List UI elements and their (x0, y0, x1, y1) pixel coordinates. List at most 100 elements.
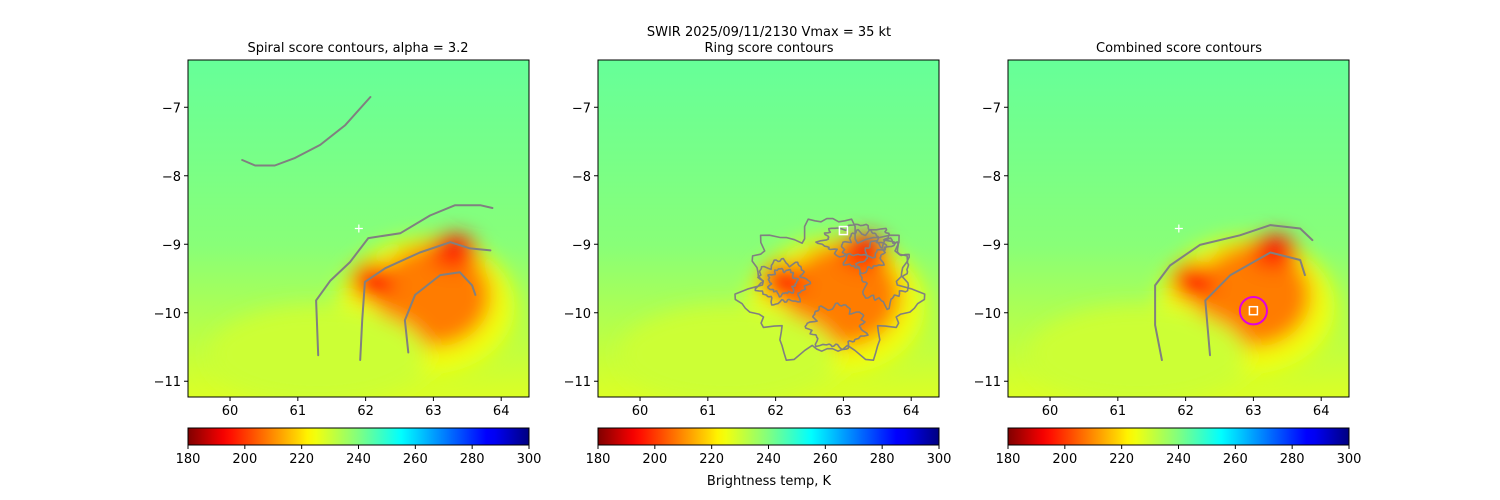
colorbar-tick-label: 200 (1052, 452, 1077, 467)
colorbar (1007, 427, 1350, 446)
y-tick-label: −11 (564, 375, 591, 390)
ring-contour-loop (754, 257, 812, 306)
cold-feature (619, 305, 837, 397)
x-tick-label: 60 (1042, 404, 1059, 419)
contour-line (241, 96, 372, 167)
y-tick-label: −10 (154, 307, 181, 322)
x-tick-label: 63 (425, 404, 442, 419)
cold-feature (352, 262, 393, 302)
cold-cloud-features (1029, 233, 1335, 397)
ring-contour-loop (840, 228, 888, 275)
y-tick-label: −7 (162, 101, 181, 116)
colorbar-tick-label: 240 (346, 452, 371, 467)
center-plus-marker (354, 224, 363, 233)
colorbar-label: Brightness temp, K (707, 474, 832, 489)
cold-feature (1250, 233, 1298, 269)
center-plus-marker (1174, 224, 1183, 233)
colorbar-tick-label: 200 (232, 452, 257, 467)
y-tick-label: −8 (982, 170, 1001, 185)
cold-feature (430, 233, 478, 269)
contour-line (1154, 224, 1314, 361)
colorbar-tick-label: 280 (1280, 452, 1305, 467)
x-tick-label: 62 (1177, 404, 1194, 419)
contour-line (315, 204, 494, 357)
colorbar-tick-label: 260 (1223, 452, 1248, 467)
x-tick-label: 61 (290, 404, 307, 419)
x-tick-label: 64 (903, 404, 920, 419)
x-tick-label: 61 (1110, 404, 1127, 419)
cold-feature (1172, 262, 1213, 302)
ring-contour-loop (734, 217, 926, 361)
center-circle-marker (1238, 295, 1268, 326)
colorbar-tick-label: 220 (1109, 452, 1134, 467)
colorbar (187, 427, 530, 446)
center-square-marker (838, 225, 849, 236)
panel-2: 60 61 62 63 64 −7 −8 −9 −10 −11 180 200 220 240 260 280… (974, 59, 1362, 467)
y-tick-label: −10 (564, 307, 591, 322)
y-tick-label: −9 (982, 238, 1001, 253)
y-tick-label: −7 (572, 101, 591, 116)
colorbar-tick-label: 240 (756, 452, 781, 467)
x-tick-label: 61 (700, 404, 717, 419)
brightness-temp-image (598, 60, 939, 397)
colorbar-tick-label: 300 (927, 452, 952, 467)
brightness-temp-image (188, 60, 529, 397)
colorbar-tick-label: 260 (403, 452, 428, 467)
cold-feature (1195, 244, 1312, 347)
ring-contour-loop (855, 237, 910, 311)
colorbar-tick-label: 220 (699, 452, 724, 467)
contours (1154, 224, 1314, 361)
contours (734, 217, 926, 361)
x-tick-label: 64 (1313, 404, 1330, 419)
x-tick-label: 60 (632, 404, 649, 419)
colorbar-tick-label: 260 (813, 452, 838, 467)
panel-title-combined: Combined score contours (1096, 41, 1262, 56)
contours (241, 96, 494, 361)
colorbar-tick-label: 240 (1166, 452, 1191, 467)
contour-line (403, 271, 477, 354)
y-tick-label: −8 (572, 170, 591, 185)
colorbar-tick-label: 180 (996, 452, 1021, 467)
ring-contour-loop (815, 223, 897, 259)
brightness-temp-image (1008, 60, 1349, 397)
y-tick-label: −11 (974, 375, 1001, 390)
y-tick-label: −9 (572, 238, 591, 253)
ring-contour-loop (767, 267, 799, 298)
x-tick-label: 63 (835, 404, 852, 419)
axes-frame (597, 59, 940, 398)
panel-title-ring: Ring score contours (704, 41, 833, 56)
cold-cloud-features (619, 233, 925, 397)
x-tick-label: 63 (1245, 404, 1262, 419)
panel-0: 60 61 62 63 64 −7 −8 −9 −10 −11 180 200 220 240 260 280… (154, 59, 542, 467)
colorbar-tick-label: 200 (642, 452, 667, 467)
suptitle: SWIR 2025/09/11/2130 Vmax = 35 kt (647, 25, 891, 40)
y-tick-label: −8 (162, 170, 181, 185)
x-tick-label: 62 (357, 404, 374, 419)
x-tick-label: 60 (222, 404, 239, 419)
y-tick-label: −9 (162, 238, 181, 253)
colorbar-tick-label: 280 (460, 452, 485, 467)
y-tick-label: −11 (154, 375, 181, 390)
colorbar-tick-label: 180 (176, 452, 201, 467)
contour-line (1204, 251, 1306, 357)
y-tick-label: −10 (974, 307, 1001, 322)
cold-feature (1029, 305, 1247, 397)
ring-contour-loop (804, 302, 869, 351)
colorbar (597, 427, 940, 446)
colorbar-tick-label: 180 (586, 452, 611, 467)
panel-1: 60 61 62 63 64 −7 −8 −9 −10 −11 180 200 220 240 260 280… (564, 59, 952, 467)
x-tick-label: 64 (493, 404, 510, 419)
center-square-marker (1248, 305, 1259, 316)
contour-line (359, 241, 492, 361)
colorbar-tick-label: 220 (289, 452, 314, 467)
x-tick-label: 62 (767, 404, 784, 419)
colorbar-tick-label: 280 (870, 452, 895, 467)
axes-frame (187, 59, 530, 398)
y-tick-label: −7 (982, 101, 1001, 116)
cold-feature (840, 233, 888, 269)
colorbar-tick-label: 300 (1337, 452, 1362, 467)
panel-title-spiral: Spiral score contours, alpha = 3.2 (247, 41, 468, 56)
colorbar-tick-label: 300 (517, 452, 542, 467)
axes-frame (1007, 59, 1350, 398)
